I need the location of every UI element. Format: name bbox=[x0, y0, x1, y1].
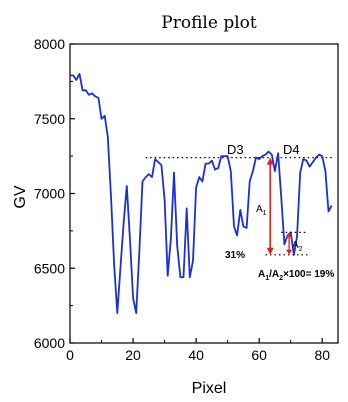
label-d4: D4 bbox=[283, 142, 300, 157]
x-tick-label: 80 bbox=[314, 347, 330, 363]
formula-rest: ×100= 19% bbox=[283, 269, 334, 280]
x-axis-title: Pixel bbox=[192, 380, 227, 397]
axis-tick-labels: 0 20 40 60 80 6000 6500 7000 7500 8000 bbox=[34, 36, 330, 363]
arrow-a2-head-bottom bbox=[286, 249, 293, 255]
formula-sub1: 1 bbox=[265, 275, 269, 282]
label-a1: A1 bbox=[256, 204, 267, 217]
y-axis-title: GV bbox=[12, 185, 29, 208]
label-31-percent: 31% bbox=[225, 250, 245, 261]
formula-slash: /A bbox=[269, 269, 279, 280]
chart-title: Profile plot bbox=[161, 13, 257, 33]
y-tick-label: 8000 bbox=[34, 36, 65, 52]
axis-ticks bbox=[69, 43, 323, 344]
arrow-a1-head-top bbox=[266, 157, 274, 165]
annotations: D3 D4 A1 A2 31% A1/A2×100= 19% bbox=[225, 142, 334, 282]
y-tick-label: 6500 bbox=[34, 260, 65, 276]
label-a1-subscript: 1 bbox=[263, 210, 267, 217]
arrow-a1-head-bottom bbox=[266, 247, 274, 255]
label-a2-subscript: 2 bbox=[299, 246, 303, 253]
formula-text: A1/A2×100= 19% bbox=[258, 269, 334, 282]
formula-sub2: 2 bbox=[279, 275, 283, 282]
label-a2: A2 bbox=[292, 240, 303, 253]
arrow-a2-head-top bbox=[286, 232, 293, 238]
x-tick-label: 60 bbox=[251, 347, 267, 363]
x-tick-label: 40 bbox=[188, 347, 204, 363]
y-tick-label: 6000 bbox=[34, 335, 65, 351]
y-tick-label: 7500 bbox=[34, 111, 65, 127]
x-tick-label: 0 bbox=[66, 347, 74, 363]
y-tick-label: 7000 bbox=[34, 186, 65, 202]
label-d3: D3 bbox=[227, 142, 244, 157]
x-tick-label: 20 bbox=[125, 347, 141, 363]
